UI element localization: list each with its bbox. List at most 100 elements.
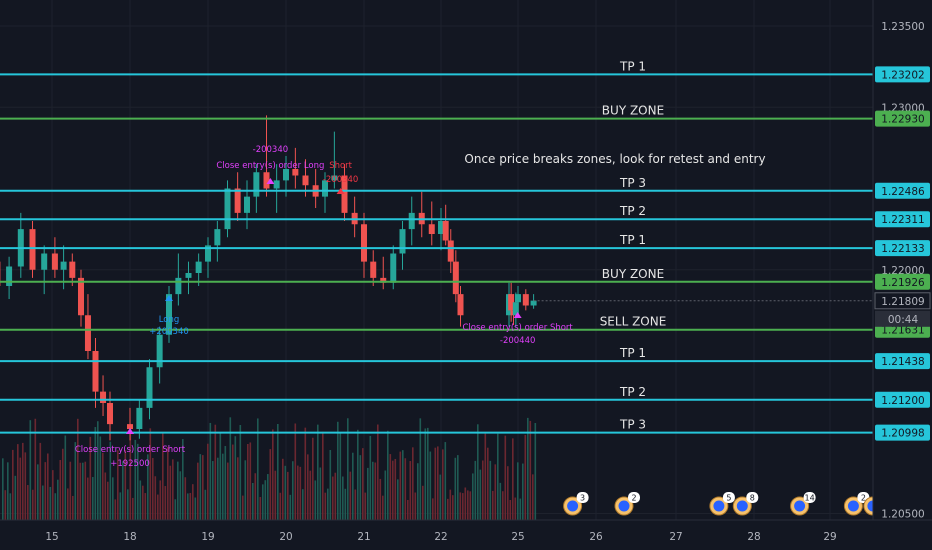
trade-pnl: -200340 (323, 175, 359, 185)
candle-body (273, 180, 280, 189)
level-price-text: 1.23202 (881, 69, 924, 81)
volume-bar (532, 474, 534, 520)
volume-bar (114, 499, 117, 520)
volume-bar (392, 460, 394, 520)
candle-body (92, 351, 99, 392)
candle-body (195, 261, 202, 273)
volume-bar (84, 461, 87, 520)
volume-bar (144, 493, 147, 520)
event-count-badge (803, 492, 816, 503)
volume-bar (42, 485, 44, 520)
volume-bar (179, 471, 182, 520)
volume-bar (217, 457, 219, 520)
volume-bar (397, 479, 399, 520)
level-price-badge (875, 66, 930, 83)
time-axis[interactable] (0, 520, 873, 550)
candle-body (530, 300, 537, 306)
volume-bar (417, 463, 419, 520)
event-country-icon (713, 500, 725, 512)
volume-bar (354, 489, 357, 520)
candle-body (29, 229, 36, 270)
candle-body (6, 266, 13, 286)
volume-bar (124, 450, 127, 520)
volume-bar (337, 421, 339, 520)
candle-body (136, 407, 143, 429)
candle-body (322, 180, 328, 197)
volume-bar (339, 432, 342, 520)
event-count-text: 14 (805, 494, 815, 503)
trade-label: Close entry(s) order Short (462, 323, 573, 333)
level-price-badge (875, 211, 930, 228)
volume-bar (369, 435, 372, 520)
volume-bar (192, 484, 194, 520)
volume-bar (62, 448, 64, 520)
candle-body (515, 294, 521, 303)
current-price-box (874, 292, 931, 310)
volume-bar (322, 431, 324, 520)
volume-bar (187, 493, 189, 520)
volume-bar (99, 436, 102, 520)
volume-bar (429, 451, 432, 520)
volume-bar (342, 476, 344, 520)
event-count-badge (746, 492, 759, 503)
level-price-text: 1.20998 (881, 428, 924, 440)
volume-bar (272, 429, 274, 520)
level-price-text: 1.22133 (881, 243, 924, 255)
volume-bar (242, 495, 244, 520)
candle-body (244, 196, 250, 213)
level-price-badge (875, 110, 930, 127)
volume-bar (412, 447, 414, 520)
event-count-badge (628, 492, 640, 503)
volume-bar (534, 422, 537, 520)
volume-bar (4, 490, 7, 520)
event-count-badge (576, 492, 589, 503)
volume-bar (199, 454, 202, 520)
volume-bar (492, 490, 494, 520)
volume-bar (157, 494, 159, 520)
candle-body (302, 175, 309, 186)
time-tick-label: 20 (279, 531, 292, 543)
candle-body (457, 294, 464, 316)
volume-bar (222, 453, 224, 520)
level-label: SELL ZONE (600, 315, 667, 329)
volume-bar (519, 498, 522, 520)
volume-bar (512, 438, 514, 520)
time-axis-labels: 15 18 19 20 21 22 25 26 27 28 29 (45, 531, 836, 543)
volume-bar (529, 420, 532, 520)
trade-pnl: -200340 (253, 145, 289, 155)
level-price-text: 1.22311 (881, 214, 924, 226)
level-price-badges: 1.23202 1.22930 1.22486 1.22311 1.22133 1.219… (875, 66, 930, 441)
volume-bar (227, 462, 229, 520)
volume-bar (357, 429, 359, 520)
volume-bar (332, 476, 334, 520)
volume-bar (329, 449, 332, 520)
volume-bar (154, 476, 157, 520)
volume-bar (444, 442, 447, 520)
volume-bar (64, 435, 67, 520)
volume-bar (447, 498, 449, 520)
volume-bar (327, 488, 329, 520)
volume-bar (164, 486, 167, 520)
price-tick-label: 1.22000 (881, 265, 924, 277)
candle-body (442, 221, 449, 241)
candle-body (127, 424, 133, 429)
volume-bar (209, 422, 212, 520)
volume-bar (427, 427, 429, 520)
volume-bar (334, 472, 337, 520)
volume-bar (122, 461, 124, 520)
countdown-text: 00:44 (888, 314, 919, 326)
candle-body (224, 188, 231, 230)
volume-bars (2, 417, 537, 520)
trade-label: Close entry(s) order Short (75, 445, 186, 455)
volume-bar (149, 428, 152, 520)
volume-bar (479, 469, 482, 520)
level-price-badge (875, 353, 930, 370)
trade-label: Short (329, 161, 352, 171)
trade-arrow-icon (336, 188, 345, 194)
volume-bar (524, 434, 527, 520)
volume-bar (517, 462, 519, 520)
candle-body (408, 212, 415, 230)
volume-bar (197, 462, 199, 520)
volume-bar (249, 442, 252, 520)
